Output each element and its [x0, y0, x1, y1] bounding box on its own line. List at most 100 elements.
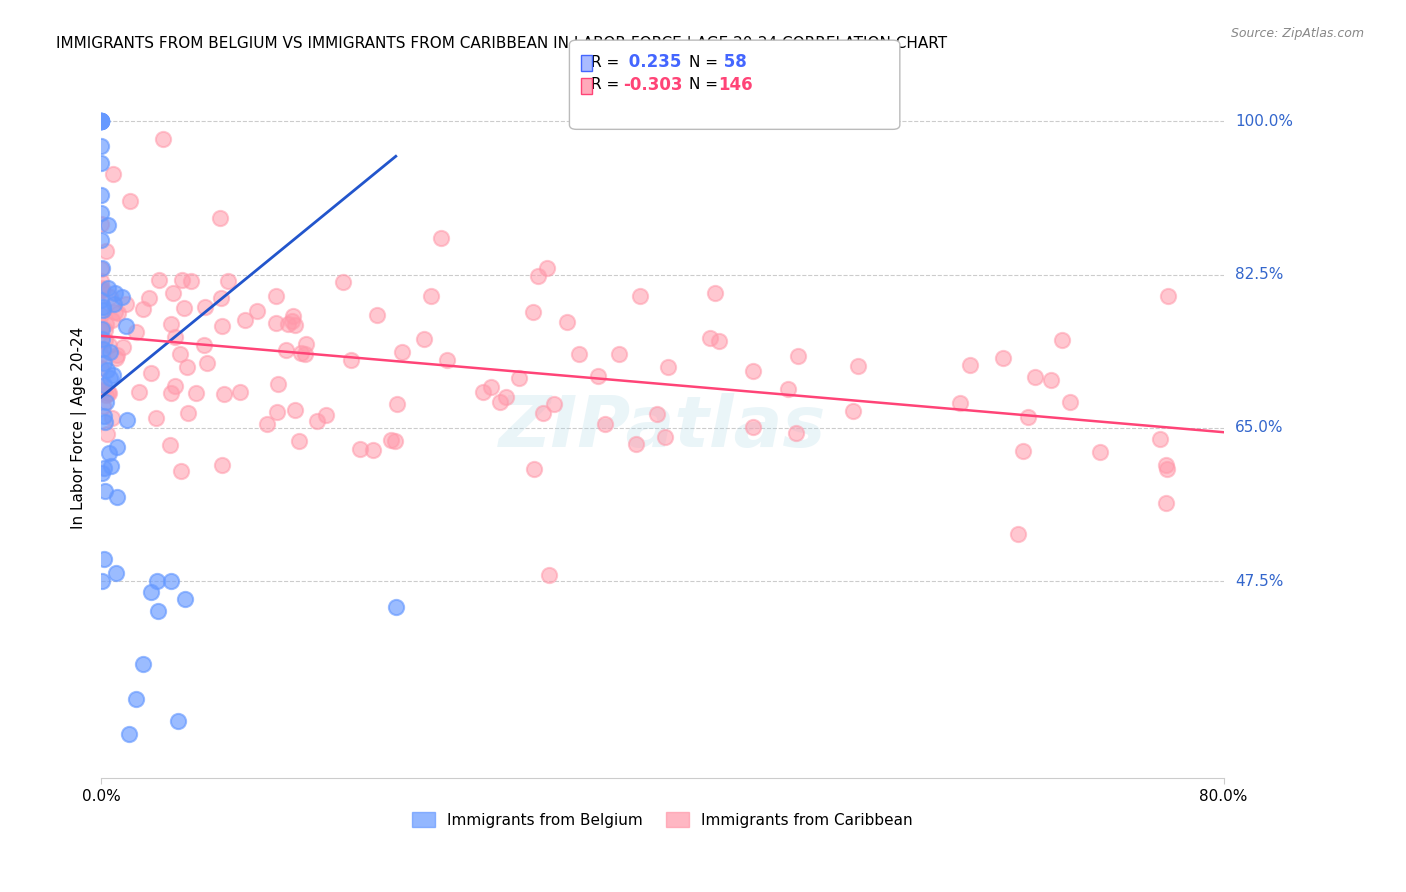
Point [90, 139, 112, 153]
Point [93, 552, 115, 566]
Point [543, 397, 565, 411]
Point [194, 300, 217, 314]
Point [93, 461, 115, 475]
Point [349, 442, 371, 457]
Point [508, 371, 530, 385]
Point [152, 132, 174, 146]
Point [90, 114, 112, 128]
Point [90, 283, 112, 297]
Point [94, 415, 117, 429]
Point [90, 233, 112, 247]
Point [277, 317, 299, 331]
Point [90, 360, 112, 375]
Point [436, 353, 458, 368]
Point [991, 351, 1014, 366]
Point [208, 211, 231, 226]
Point [229, 385, 252, 400]
Point [90, 466, 112, 480]
Point [90, 114, 112, 128]
Point [266, 289, 288, 303]
Point [160, 317, 183, 331]
Point [1156, 462, 1178, 476]
Text: 47.5%: 47.5% [1234, 574, 1284, 589]
Point [90, 384, 112, 398]
Point [91, 332, 114, 346]
Point [100, 290, 122, 304]
Point [90, 114, 112, 128]
Point [785, 425, 807, 440]
Text: N =: N = [689, 78, 723, 92]
Point [1059, 394, 1081, 409]
Point [111, 290, 134, 304]
Text: ZIPatlas: ZIPatlas [499, 393, 827, 462]
Point [159, 386, 181, 401]
Point [361, 442, 384, 457]
Point [288, 434, 311, 448]
Point [96, 363, 118, 377]
Point [132, 657, 155, 672]
Point [624, 437, 647, 451]
Point [101, 410, 124, 425]
Point [1024, 370, 1046, 384]
Point [276, 343, 298, 358]
Point [90, 187, 112, 202]
Point [90, 114, 112, 128]
Point [98, 344, 121, 359]
Point [180, 274, 202, 288]
Point [949, 396, 972, 410]
Point [385, 397, 408, 411]
Point [657, 360, 679, 375]
Point [267, 377, 290, 392]
Point [1011, 444, 1033, 458]
Point [125, 325, 148, 339]
Point [98, 371, 121, 385]
Point [138, 291, 160, 305]
Text: 100.0%: 100.0% [1234, 114, 1294, 128]
Point [97, 338, 120, 352]
Point [959, 358, 981, 372]
Point [159, 438, 181, 452]
Point [523, 461, 546, 475]
Text: 146: 146 [718, 76, 754, 94]
Point [429, 230, 451, 244]
Point [93, 356, 115, 370]
Point [112, 340, 135, 354]
Point [90, 274, 112, 288]
Point [588, 369, 610, 384]
Point [94, 483, 117, 498]
Text: IMMIGRANTS FROM BELGIUM VS IMMIGRANTS FROM CARIBBEAN IN LABOR FORCE | AGE 20-24 : IMMIGRANTS FROM BELGIUM VS IMMIGRANTS FR… [56, 36, 948, 52]
Text: R =: R = [591, 78, 624, 92]
Text: -0.303: -0.303 [623, 76, 682, 94]
Text: 65.0%: 65.0% [1234, 420, 1284, 435]
Point [91, 260, 114, 275]
Point [488, 395, 510, 409]
Point [148, 273, 170, 287]
Point [1007, 527, 1029, 541]
Point [100, 459, 122, 474]
Point [146, 604, 169, 618]
Point [114, 318, 136, 333]
Point [568, 347, 591, 361]
Point [555, 315, 578, 329]
Point [98, 385, 121, 400]
Point [90, 205, 112, 219]
Point [167, 714, 190, 729]
Point [176, 359, 198, 374]
Point [647, 408, 669, 422]
Point [741, 420, 763, 434]
Point [90, 114, 112, 128]
Point [90, 114, 112, 128]
Point [1017, 409, 1039, 424]
Point [94, 388, 117, 402]
Point [413, 332, 436, 346]
Point [472, 384, 495, 399]
Point [97, 386, 120, 401]
Point [94, 317, 117, 331]
Point [1154, 495, 1177, 509]
Point [90, 114, 112, 128]
Text: Source: ZipAtlas.com: Source: ZipAtlas.com [1230, 27, 1364, 40]
Point [90, 114, 112, 128]
Point [94, 333, 117, 347]
Point [173, 301, 195, 315]
Point [91, 384, 114, 398]
